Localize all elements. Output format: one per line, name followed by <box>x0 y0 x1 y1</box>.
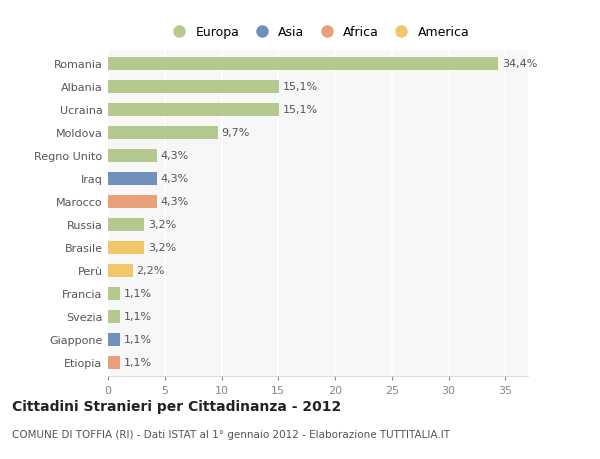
Text: 3,2%: 3,2% <box>148 243 176 253</box>
Text: 15,1%: 15,1% <box>283 82 318 92</box>
Bar <box>108 81 280 94</box>
Bar <box>108 127 218 140</box>
Text: 3,2%: 3,2% <box>148 220 176 230</box>
Bar <box>108 241 145 254</box>
Text: 9,7%: 9,7% <box>221 128 250 138</box>
Bar <box>108 196 157 208</box>
Text: 2,2%: 2,2% <box>136 266 165 276</box>
Bar <box>108 150 157 162</box>
Text: 1,1%: 1,1% <box>124 358 152 368</box>
Text: 4,3%: 4,3% <box>160 174 188 184</box>
Bar <box>108 218 145 231</box>
Bar <box>108 310 121 323</box>
Text: 1,1%: 1,1% <box>124 289 152 299</box>
Text: 4,3%: 4,3% <box>160 151 188 161</box>
Text: Cittadini Stranieri per Cittadinanza - 2012: Cittadini Stranieri per Cittadinanza - 2… <box>12 399 341 413</box>
Text: 15,1%: 15,1% <box>283 105 318 115</box>
Bar <box>108 173 157 185</box>
Bar <box>108 104 280 117</box>
Text: 1,1%: 1,1% <box>124 335 152 345</box>
Text: 34,4%: 34,4% <box>502 59 537 69</box>
Bar <box>108 58 499 71</box>
Bar <box>108 333 121 346</box>
Bar <box>108 356 121 369</box>
Bar <box>108 264 133 277</box>
Text: 4,3%: 4,3% <box>160 197 188 207</box>
Bar <box>108 287 121 300</box>
Text: COMUNE DI TOFFIA (RI) - Dati ISTAT al 1° gennaio 2012 - Elaborazione TUTTITALIA.: COMUNE DI TOFFIA (RI) - Dati ISTAT al 1°… <box>12 429 450 439</box>
Legend: Europa, Asia, Africa, America: Europa, Asia, Africa, America <box>161 21 475 44</box>
Text: 1,1%: 1,1% <box>124 312 152 322</box>
